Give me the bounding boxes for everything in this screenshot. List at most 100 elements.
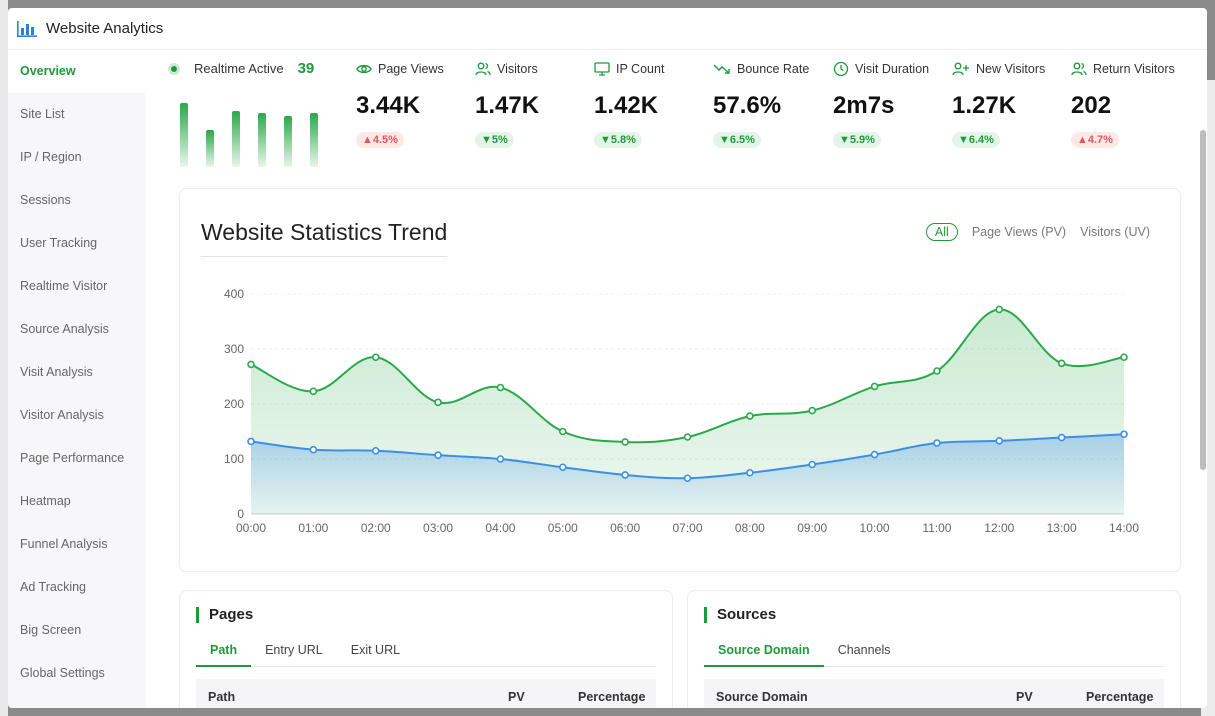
pv-series-point[interactable] xyxy=(933,367,941,375)
x-tick-label: 03:00 xyxy=(423,521,453,535)
pv-series-point[interactable] xyxy=(558,427,567,436)
stat-value: 1.47K xyxy=(475,92,540,119)
stat-ip-count[interactable]: IP Count 1.42K ▼5.8% xyxy=(594,60,709,160)
uv-series-point[interactable] xyxy=(309,445,318,454)
sidebar-item-visitor-analysis[interactable]: Visitor Analysis xyxy=(20,408,104,422)
uv-series-point[interactable] xyxy=(558,463,567,472)
stat-label: IP Count xyxy=(616,62,665,76)
sidebar-item-site-list[interactable]: Site List xyxy=(20,107,65,121)
sidebar-item-source-analysis[interactable]: Source Analysis xyxy=(20,322,109,336)
trend-chart: 0 100 200 300 400 00:00 01:00 02:00 03:00 04:00 05… xyxy=(224,287,1139,535)
stat-page-views[interactable]: Page Views 3.44K ▲4.5% xyxy=(356,60,471,160)
pv-series-point[interactable] xyxy=(1120,353,1128,362)
main-scrollbar[interactable] xyxy=(1199,130,1207,470)
stat-visitors[interactable]: Visitors 1.47K ▼5% xyxy=(475,60,590,160)
x-tick-label: 12:00 xyxy=(984,521,1014,535)
y-tick-label: 100 xyxy=(224,452,244,466)
column-header-percentage[interactable]: Percentage xyxy=(578,690,646,704)
stat-label: Visitors xyxy=(497,62,538,76)
pages-table-header: Path PV Percentage xyxy=(196,679,656,708)
column-header-pv[interactable]: PV xyxy=(508,690,525,704)
uv-series-point[interactable] xyxy=(621,471,629,479)
pv-series-point[interactable] xyxy=(870,382,879,391)
scrollbar-thumb[interactable] xyxy=(1200,130,1206,470)
tab-page-views[interactable]: Page Views (PV) xyxy=(971,225,1067,239)
column-header-path[interactable]: Path xyxy=(208,690,236,704)
pv-series-point[interactable] xyxy=(621,438,629,446)
x-tick-label: 01:00 xyxy=(298,521,328,535)
realtime-bar xyxy=(258,113,266,167)
pv-series-point[interactable] xyxy=(371,353,380,362)
uv-series-point[interactable] xyxy=(371,446,380,455)
sidebar-item-user-tracking[interactable]: User Tracking xyxy=(20,236,98,250)
y-tick-label: 200 xyxy=(224,397,244,411)
analytics-window: Website Analytics Overview Site List IP … xyxy=(8,8,1207,708)
column-header-percentage[interactable]: Percentage xyxy=(1086,690,1154,704)
users-icon xyxy=(475,62,491,76)
pv-series-point[interactable] xyxy=(1057,359,1066,368)
uv-series-point[interactable] xyxy=(933,439,941,447)
tab-visitors[interactable]: Visitors (UV) xyxy=(1080,225,1150,239)
pv-series-point[interactable] xyxy=(808,406,817,415)
sidebar-item-realtime-visitor[interactable]: Realtime Visitor xyxy=(20,279,108,293)
sidebar-item-ip-region[interactable]: IP / Region xyxy=(20,150,82,164)
x-tick-label: 13:00 xyxy=(1047,521,1077,535)
column-header-pv[interactable]: PV xyxy=(1016,690,1033,704)
stat-value: 2m7s xyxy=(833,92,895,119)
sidebar-item-global-settings[interactable]: Global Settings xyxy=(20,666,105,680)
tab-path[interactable]: Path xyxy=(196,639,252,667)
stat-bounce-rate[interactable]: Bounce Rate 57.6% ▼6.5% xyxy=(713,60,828,160)
stat-new-visitors[interactable]: New Visitors 1.27K ▼6.4% xyxy=(952,60,1067,160)
sidebar-item-ad-tracking[interactable]: Ad Tracking xyxy=(20,580,87,594)
uv-series-point[interactable] xyxy=(434,451,442,459)
column-header-source-domain[interactable]: Source Domain xyxy=(716,690,808,704)
pv-series-point[interactable] xyxy=(434,398,442,407)
sidebar-item-funnel-analysis[interactable]: Funnel Analysis xyxy=(20,537,108,551)
uv-series-point[interactable] xyxy=(1120,430,1128,439)
uv-series-point[interactable] xyxy=(683,474,692,483)
stat-label: Page Views xyxy=(378,62,444,76)
bar-chart-icon xyxy=(17,20,37,37)
stat-value: 1.42K xyxy=(594,92,659,119)
sidebar-item-big-screen[interactable]: Big Screen xyxy=(20,623,82,637)
y-tick-label: 0 xyxy=(237,507,244,521)
pv-series-point[interactable] xyxy=(247,360,255,369)
tab-channels[interactable]: Channels xyxy=(837,643,891,657)
trend-chart-card: Website Statistics Trend All Page Views … xyxy=(179,188,1181,572)
tab-entry-url[interactable]: Entry URL xyxy=(265,643,323,657)
realtime-count: 39 xyxy=(297,60,315,77)
sidebar-item-visit-analysis[interactable]: Visit Analysis xyxy=(20,365,93,379)
realtime-bar xyxy=(180,103,188,167)
uv-series-point[interactable] xyxy=(1057,433,1066,442)
x-tick-label: 02:00 xyxy=(361,521,391,535)
sidebar-item-overview[interactable]: Overview xyxy=(8,50,146,93)
x-tick-label: 07:00 xyxy=(672,521,702,535)
pv-series-point[interactable] xyxy=(309,387,318,396)
stat-visit-duration[interactable]: Visit Duration 2m7s ▼5.9% xyxy=(833,60,948,160)
pv-series-point[interactable] xyxy=(496,383,505,392)
uv-series-point[interactable] xyxy=(496,455,505,463)
pv-series-point[interactable] xyxy=(683,433,692,441)
x-tick-label: 11:00 xyxy=(922,521,951,535)
stat-label: New Visitors xyxy=(976,62,1046,76)
uv-series-point[interactable] xyxy=(808,460,817,469)
pv-series-point[interactable] xyxy=(995,305,1004,314)
uv-series-point[interactable] xyxy=(746,468,754,477)
sidebar-item-page-performance[interactable]: Page Performance xyxy=(20,451,125,465)
window-title: Website Analytics xyxy=(46,20,164,37)
tab-exit-url[interactable]: Exit URL xyxy=(350,643,401,657)
stat-label: Bounce Rate xyxy=(737,62,810,76)
tab-all[interactable]: All xyxy=(925,223,958,241)
pv-series-point[interactable] xyxy=(746,412,754,420)
uv-series-point[interactable] xyxy=(995,437,1004,445)
stat-value: 202 xyxy=(1071,92,1112,119)
trend-down-icon xyxy=(713,64,730,74)
x-tick-label: 04:00 xyxy=(485,521,515,535)
uv-series-point[interactable] xyxy=(247,437,255,446)
sources-tabs: Source Domain Channels xyxy=(704,639,1164,667)
sidebar-item-sessions[interactable]: Sessions xyxy=(20,193,71,207)
stat-return-visitors[interactable]: Return Visitors 202 ▲4.7% xyxy=(1071,60,1199,160)
uv-series-point[interactable] xyxy=(870,450,879,459)
tab-source-domain[interactable]: Source Domain xyxy=(704,639,824,667)
sidebar-item-heatmap[interactable]: Heatmap xyxy=(20,494,71,508)
